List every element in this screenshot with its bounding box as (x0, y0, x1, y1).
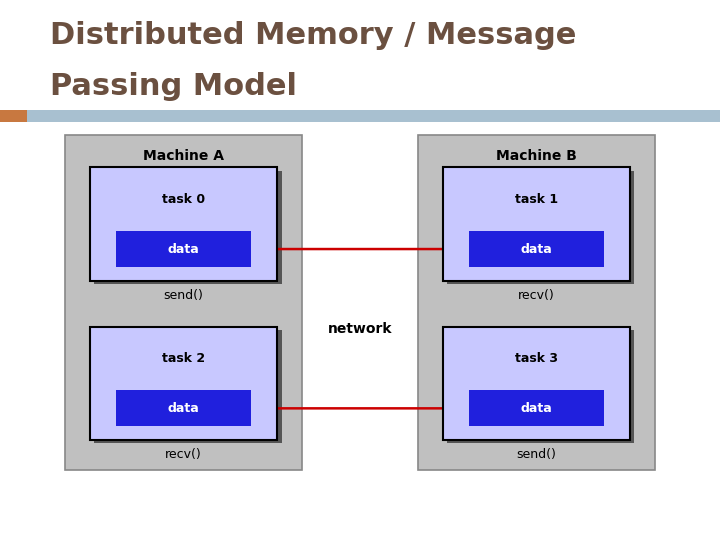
Text: task 1: task 1 (515, 193, 558, 206)
Text: data: data (168, 242, 199, 255)
Bar (447, 330, 634, 443)
Text: network: network (328, 322, 392, 336)
Text: Machine B: Machine B (496, 148, 577, 163)
Bar (469, 390, 604, 427)
Bar (116, 231, 251, 267)
Bar (65, 135, 302, 470)
Text: task 3: task 3 (515, 352, 558, 365)
Bar (447, 171, 634, 284)
Text: recv(): recv() (518, 289, 555, 302)
Bar (116, 390, 251, 427)
Text: data: data (168, 402, 199, 415)
Text: recv(): recv() (165, 448, 202, 461)
Text: send(): send() (516, 448, 557, 461)
Text: data: data (521, 402, 552, 415)
Text: task 2: task 2 (162, 352, 205, 365)
Text: Machine A: Machine A (143, 148, 224, 163)
Text: Distributed Memory / Message: Distributed Memory / Message (50, 21, 577, 50)
Bar (443, 167, 630, 281)
Bar (0, 110, 27, 122)
Bar (90, 327, 277, 440)
Bar (90, 167, 277, 281)
Bar (443, 327, 630, 440)
Bar (418, 135, 655, 470)
Text: task 0: task 0 (162, 193, 205, 206)
Bar (0, 110, 720, 122)
Text: send(): send() (163, 289, 204, 302)
Bar (94, 330, 282, 443)
Text: data: data (521, 242, 552, 255)
Text: Passing Model: Passing Model (50, 72, 297, 101)
Bar (94, 171, 282, 284)
Bar (469, 231, 604, 267)
